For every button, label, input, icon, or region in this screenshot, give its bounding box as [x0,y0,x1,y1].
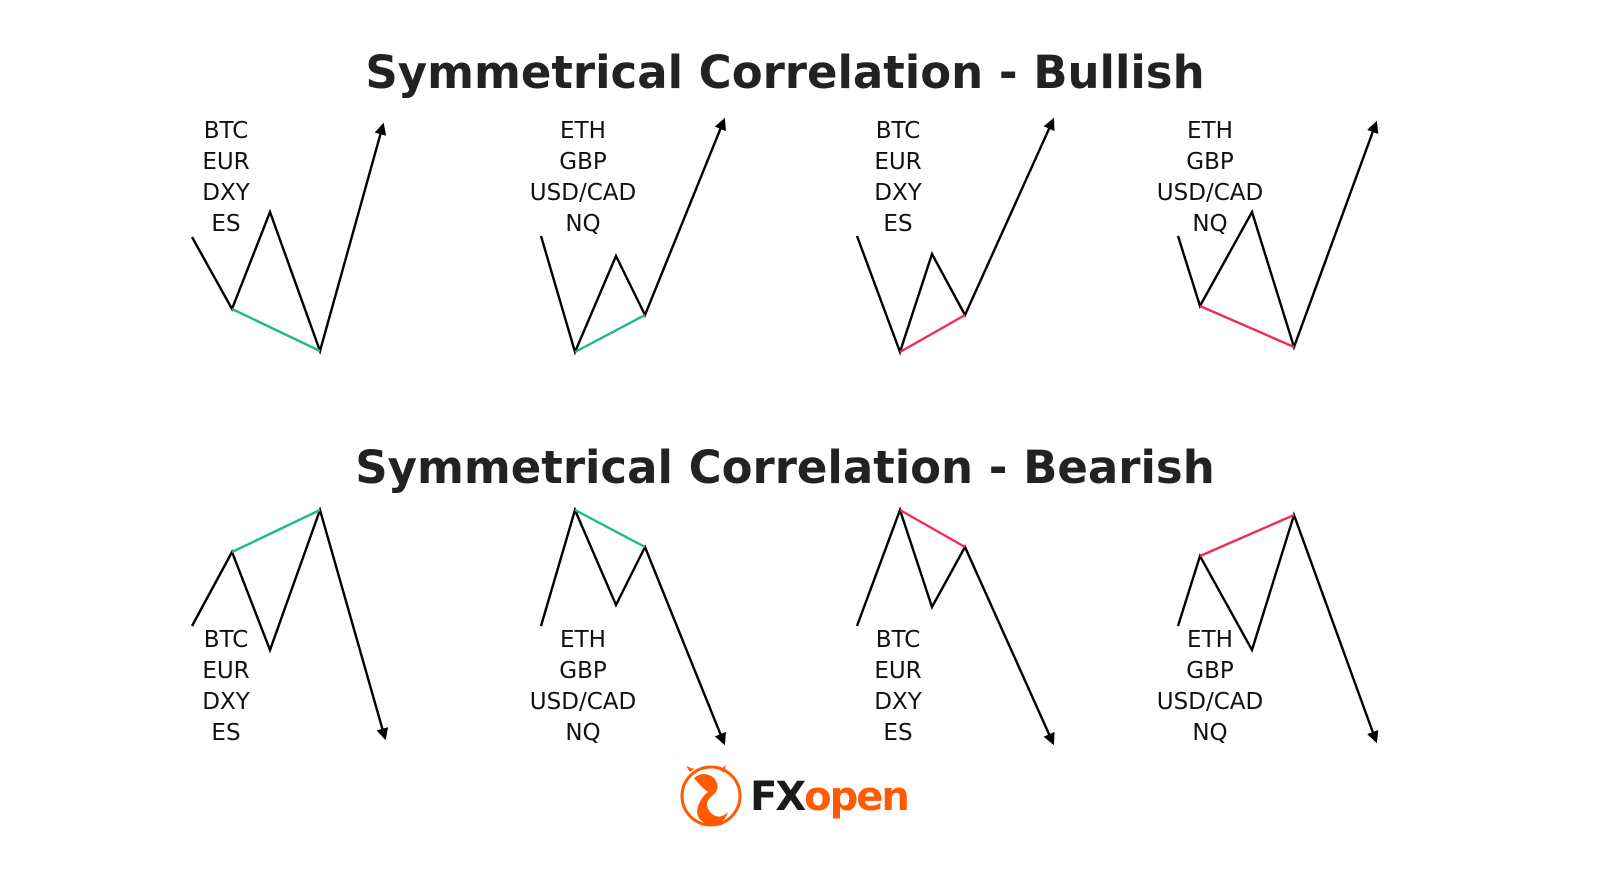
fxopen-logo: FXopen [680,765,910,827]
trend-line-agreement [231,307,321,353]
price-path [539,117,726,356]
bullish-label-4-2: GBP [1186,149,1234,175]
logo-fx: FX [750,774,806,820]
price-path [855,117,1055,356]
bullish-label-2-3: USD/CAD [530,180,636,206]
bearish-label-1-3: DXY [202,689,250,715]
bearish-label-3-2: EUR [874,658,921,684]
bullish-label-3-1: BTC [876,118,921,144]
bearish-label-1-4: ES [211,720,240,746]
bearish-label-2-1: ETH [560,627,606,653]
bearish-label-4-2: GBP [1186,658,1234,684]
price-path [539,506,726,746]
bearish-label-2-4: NQ [565,720,600,746]
bearish-label-1-2: EUR [202,658,249,684]
bullish-label-2-2: GBP [559,149,607,175]
bullish-label-3-4: ES [883,211,912,237]
bearish-panel-2 [539,506,726,746]
bearish-panel-1 [190,506,389,741]
bullish-label-2-4: NQ [565,211,600,237]
bullish-label-1-1: BTC [204,118,249,144]
logo-open: open [804,774,908,820]
bearish-label-2-3: USD/CAD [530,689,636,715]
bullish-label-3-3: DXY [874,180,922,206]
bullish-label-3-2: EUR [874,149,921,175]
bearish-label-4-3: USD/CAD [1157,689,1263,715]
trend-line-divergence [1199,304,1295,349]
bullish-label-1-2: EUR [202,149,249,175]
trend-line-divergence [899,313,966,354]
trend-line-agreement [574,313,646,354]
bearish-label-1-1: BTC [204,627,249,653]
bullish-label-4-1: ETH [1187,118,1233,144]
price-path [1176,511,1379,744]
logo-text: FXopen [750,774,908,820]
bearish-label-3-1: BTC [876,627,921,653]
bearish-panel-4 [1176,511,1379,744]
price-path [1176,120,1379,351]
bullish-panel-4 [1176,120,1379,351]
bullish-panel-1 [190,122,387,355]
bull-logo-icon [680,765,742,827]
bullish-label-1-3: DXY [202,180,250,206]
bullish-panel-3 [855,117,1055,356]
bullish-label-2-1: ETH [560,118,606,144]
trend-line-agreement [231,508,321,554]
bullish-label-1-4: ES [211,211,240,237]
bearish-label-3-4: ES [883,720,912,746]
bullish-title: Symmetrical Correlation - Bullish [365,46,1204,99]
price-path [855,506,1055,746]
price-path [190,506,389,741]
trend-line-divergence [1199,513,1295,558]
bearish-label-4-4: NQ [1192,720,1227,746]
bearish-label-2-2: GBP [559,658,607,684]
bullish-label-4-4: NQ [1192,211,1227,237]
bullish-label-4-3: USD/CAD [1157,180,1263,206]
bullish-panel-2 [539,117,726,356]
price-path [190,122,387,355]
bearish-label-4-1: ETH [1187,627,1233,653]
trend-line-divergence [899,508,966,549]
bearish-title: Symmetrical Correlation - Bearish [355,441,1214,494]
bearish-label-3-3: DXY [874,689,922,715]
bearish-panel-3 [855,506,1055,746]
trend-line-agreement [574,508,646,549]
